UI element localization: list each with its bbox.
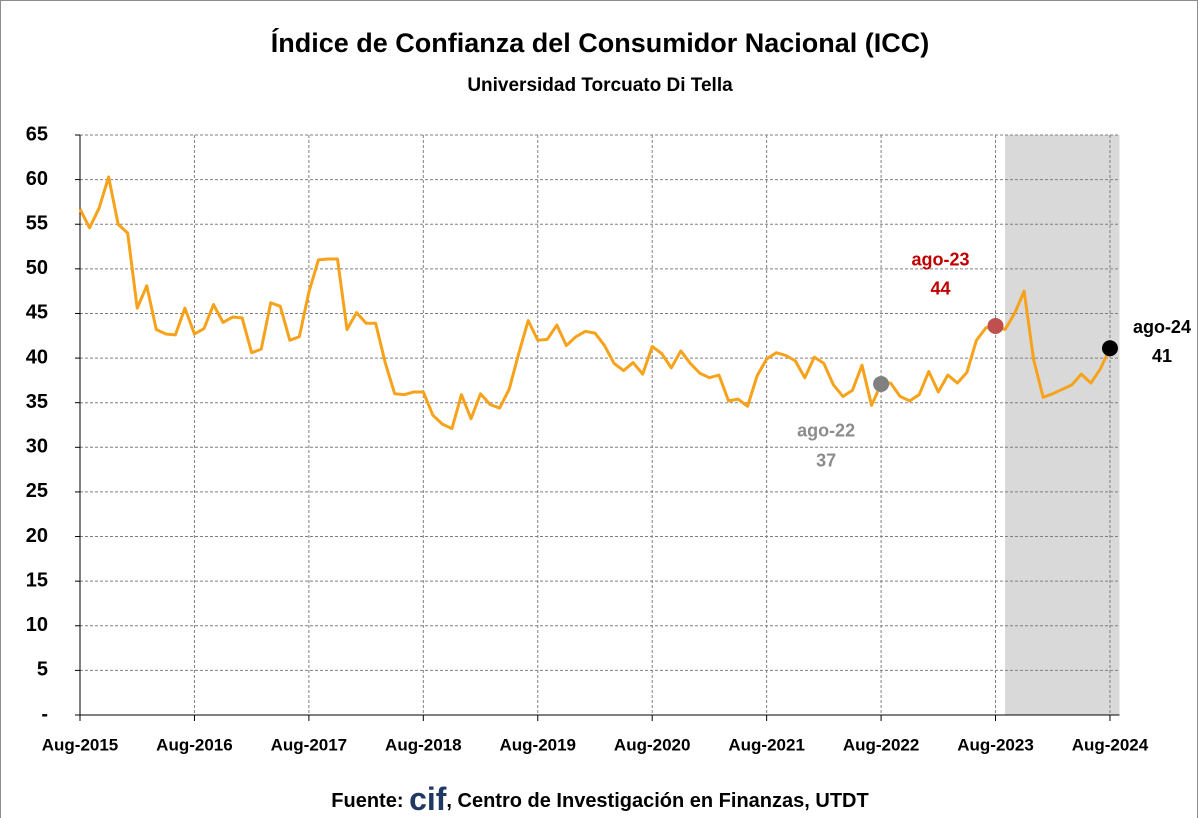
x-tick-label: Aug-2018: [385, 735, 462, 754]
highlight-point: [987, 317, 1004, 334]
y-tick-label: 25: [26, 480, 48, 502]
x-tick-label: Aug-2015: [42, 735, 119, 754]
source-rest: , Centro de Investigación en Finanzas, U…: [446, 790, 868, 812]
shaded-period: [1005, 135, 1120, 715]
annotation-label: ago-23: [912, 250, 970, 270]
annotation-value: 41: [1152, 346, 1172, 366]
x-tick-label: Aug-2019: [499, 735, 576, 754]
x-tick-label: Aug-2017: [271, 735, 348, 754]
annotation-label: ago-24: [1133, 317, 1191, 337]
data-line: [78, 175, 1112, 431]
y-tick-label: 65: [26, 123, 48, 145]
y-tick-label: 30: [26, 436, 48, 458]
y-tick-label: 50: [26, 257, 48, 279]
x-tick-label: Aug-2023: [957, 735, 1034, 754]
y-tick-label: 55: [26, 213, 48, 235]
y-tick-label: 20: [26, 525, 48, 547]
source-logo: cif: [409, 781, 447, 817]
chart-title: Índice de Confianza del Consumidor Nacio…: [271, 27, 930, 58]
x-tick-label: Aug-2016: [156, 735, 233, 754]
plot-background: [80, 134, 1120, 715]
chart-subtitle: Universidad Torcuato Di Tella: [467, 75, 733, 96]
annotation-value: 44: [931, 279, 951, 299]
annotation-value: 37: [816, 451, 836, 471]
y-tick-label: 45: [26, 302, 48, 324]
y-tick-label: 35: [26, 391, 48, 413]
annotation-label: ago-22: [797, 421, 855, 441]
y-tick-label: 60: [26, 168, 48, 190]
x-tick-label: Aug-2021: [728, 735, 805, 754]
highlight-point: [1101, 340, 1118, 357]
x-tick-label: Aug-2020: [614, 735, 691, 754]
x-tick-label: Aug-2024: [1072, 735, 1149, 754]
highlight-point: [873, 375, 890, 392]
source-note: Fuente: cif, Centro de Investigación en …: [331, 781, 868, 817]
y-tick-label: 40: [26, 346, 48, 368]
y-tick-label: 10: [26, 614, 48, 636]
source-prefix: Fuente:: [331, 790, 409, 812]
y-tick-label: 15: [26, 569, 48, 591]
y-tick-label: -: [41, 703, 48, 725]
y-tick-label: 5: [37, 659, 48, 681]
x-tick-label: Aug-2022: [843, 735, 920, 754]
